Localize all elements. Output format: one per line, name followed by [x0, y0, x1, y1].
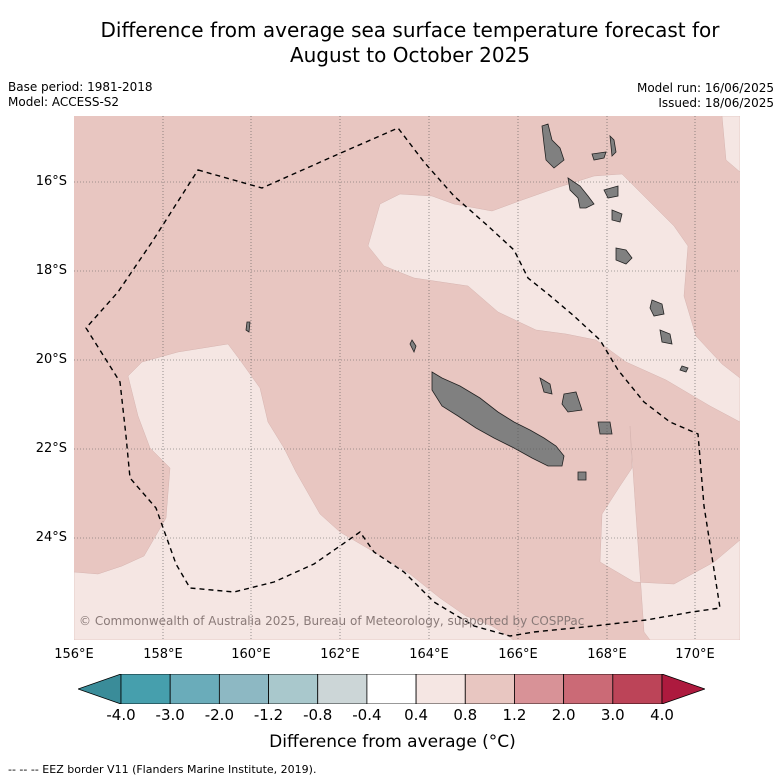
colorbar-tick-label: -4.0	[106, 706, 136, 724]
lon-label-168e: 168°E	[587, 647, 627, 662]
vanuatu-epi	[611, 209, 623, 223]
lon-label-156e: 156°E	[54, 647, 94, 662]
colorbar-segment	[317, 674, 368, 704]
lon-label-158e: 158°E	[143, 647, 183, 662]
land-masses	[431, 123, 689, 481]
colorbar-segment	[268, 674, 319, 704]
colorbar-extend-high	[661, 674, 705, 704]
anomaly-band-0-4-0-8-southeast	[599, 425, 740, 640]
model-run-text: Model run: 16/06/2025	[636, 81, 774, 95]
new-caledonia-main-island	[431, 371, 565, 467]
vanuatu-ambrym	[603, 185, 619, 199]
lat-label-20s: 20°S	[35, 352, 67, 367]
vanuatu-maewo	[609, 134, 617, 157]
lat-label-22s: 22°S	[35, 441, 67, 456]
colorbar-tick-label: 1.2	[502, 706, 527, 724]
colorbar-title: Difference from average (°C)	[269, 732, 516, 752]
chesterfield-islet	[245, 321, 251, 333]
lat-label-16s: 16°S	[35, 174, 67, 189]
colorbar-tick-label: -2.0	[204, 706, 234, 724]
vanuatu-malekula	[567, 177, 595, 209]
colorbar-segment	[464, 674, 515, 704]
meta-right: Model run: 16/06/2025 Issued: 18/06/2025	[637, 81, 774, 111]
meta-left: Base period: 1981-2018 Model: ACCESS-S2	[8, 80, 153, 110]
colorbar-tick-label: -0.8	[303, 706, 333, 724]
vanuatu-erromango	[649, 299, 665, 317]
colorbar-extend-low	[78, 674, 122, 704]
colorbar-tick-label: 0.4	[404, 706, 428, 724]
vanuatu-malo	[591, 151, 607, 161]
lat-label-24s: 24°S	[35, 530, 67, 545]
eez-legend-footer: -- -- -- EEZ border V11 (Flanders Marine…	[8, 763, 317, 776]
isle-of-pines	[577, 471, 587, 481]
loyalty-island-2	[561, 391, 583, 413]
loyalty-island-3	[597, 421, 613, 435]
colorbar-segment	[415, 674, 466, 704]
colorbar-tick-label: -3.0	[155, 706, 185, 724]
anomaly-band-0-4-0-8-northeast-corner	[721, 116, 740, 173]
issued-text: Issued: 18/06/2025	[658, 96, 774, 110]
vanuatu-tanna	[659, 329, 673, 345]
base-period-text: Base period: 1981-2018	[8, 80, 153, 94]
colorbar-segment	[218, 674, 269, 704]
vanuatu-efate	[615, 247, 633, 265]
title-line-2: August to October 2025	[289, 43, 531, 67]
colorbar-segment	[120, 674, 171, 704]
colorbar-segment	[366, 674, 417, 704]
lon-label-162e: 162°E	[320, 647, 360, 662]
colorbar	[78, 674, 705, 704]
small-islets	[245, 321, 417, 354]
colorbar-segments	[78, 674, 705, 704]
loyalty-island-1	[539, 377, 553, 395]
lon-label-170e: 170°E	[675, 647, 715, 662]
colorbar-tick-label: 0.8	[453, 706, 478, 724]
colorbar-segment	[563, 674, 614, 704]
colorbar-segment	[169, 674, 220, 704]
eez-border	[85, 127, 721, 637]
vanuatu-aneityum	[679, 365, 689, 373]
colorbar-segment	[612, 674, 663, 704]
vanuatu-espiritu-santo	[541, 123, 565, 169]
lon-label-166e: 166°E	[498, 647, 538, 662]
lat-label-18s: 18°S	[35, 263, 67, 278]
title-line-1: Difference from average sea surface temp…	[100, 18, 720, 42]
anomaly-band-0-4-0-8-southwest	[74, 343, 515, 640]
lon-label-164e: 164°E	[409, 647, 449, 662]
colorbar-tick-label: 2.0	[551, 706, 576, 724]
small-islet-nw	[409, 339, 417, 354]
colorbar-tick-label: 3.0	[600, 706, 625, 724]
colorbar-segment	[514, 674, 565, 704]
copyright-notice: © Commonwealth of Australia 2025, Bureau…	[79, 614, 585, 628]
colorbar-tick-label: -1.2	[253, 706, 284, 724]
model-text: Model: ACCESS-S2	[8, 95, 120, 109]
chart-title: Difference from average sea surface temp…	[40, 18, 780, 68]
lon-label-160e: 160°E	[231, 647, 271, 662]
graticule	[74, 116, 740, 640]
colorbar-tick-label: 4.0	[650, 706, 674, 724]
colorbar-tick-label: -0.4	[352, 706, 382, 724]
sst-map	[74, 116, 740, 640]
